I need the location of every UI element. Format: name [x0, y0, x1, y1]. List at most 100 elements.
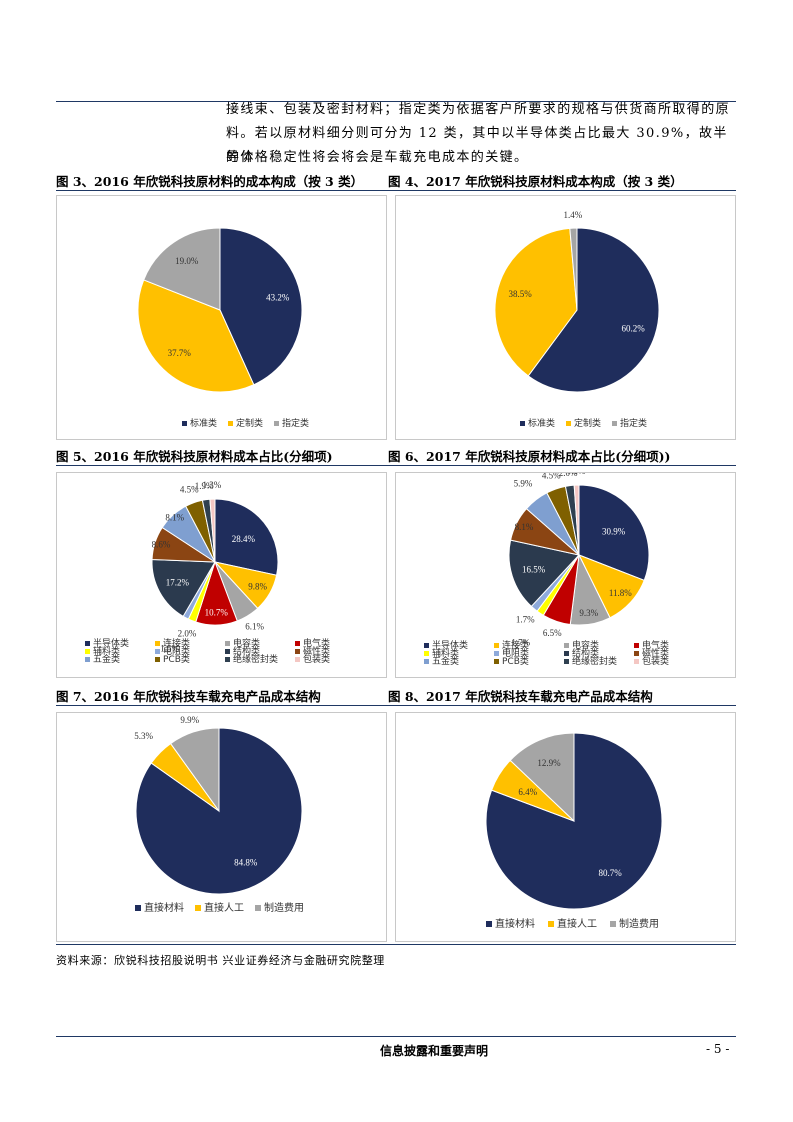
- fig3-legend-label-2: 指定类: [282, 417, 309, 429]
- fig6-legend-label-4: 辅料类: [432, 647, 459, 659]
- fig3-legend-label-0: 标准类: [190, 417, 217, 429]
- fig6-label-4: 1.7%: [511, 637, 530, 647]
- fig3-title: 图 3、2016 年欣锐科技原材料的成本构成（按 3 类）: [56, 174, 364, 189]
- fig7-panel: 84.8% 5.3% 9.9% 直接材料 直接人工 制造费用: [56, 712, 387, 942]
- fig5-label-1: 9.8%: [248, 581, 267, 591]
- fig8-legend-label-2: 制造费用: [619, 917, 659, 930]
- fig7-pie: [135, 727, 303, 895]
- fig6-legend-label-0: 半导体类: [432, 639, 468, 651]
- fig6-chart: 30.9% 11.8% 9.3% 6.5% 1.7% 1.7% 16.5% 8.1% 5.9% 4…: [424, 466, 669, 667]
- fig3-chart: 43.2% 37.7% 19.0% 标准类 定制类 指定类: [137, 227, 309, 429]
- header-rule: [56, 101, 736, 102]
- fig8-chart: 80.7% 6.4% 12.9% 直接材料 直接人工 制造费用: [485, 732, 663, 930]
- footer-title: 信息披露和重要声明: [380, 1044, 489, 1058]
- fig5-slice-6: [151, 559, 216, 618]
- fig3-pie: [137, 227, 303, 393]
- fig6-legend-swatch-4: [424, 651, 429, 656]
- fig4-legend-label-2: 指定类: [620, 417, 647, 429]
- fig6-legend-label-3: 电气类: [642, 639, 669, 651]
- fig4-label-2: 1.4%: [563, 210, 582, 220]
- fig8-legend-swatch-1: [548, 921, 554, 927]
- fig6-legend-label-1: 连接类: [502, 639, 529, 651]
- fig3-label-2: 19.0%: [175, 256, 199, 266]
- fig7-slice-2: [169, 727, 220, 813]
- fig6-label-8: 5.9%: [514, 478, 533, 488]
- fig8-panel: 80.7% 6.4% 12.9% 直接材料 直接人工 制造费用: [395, 712, 736, 942]
- fig6-legend-swatch-9: [494, 659, 499, 664]
- fig8-legend: 直接材料 直接人工 制造费用: [486, 917, 659, 930]
- fig4-label-0: 60.2%: [621, 323, 645, 333]
- fig3-legend-swatch-2: [274, 421, 279, 426]
- source-note: 资料来源：欣锐科技招股说明书 兴业证券经济与金融研究院整理: [56, 954, 385, 967]
- fig8-legend-label-0: 直接材料: [495, 917, 535, 930]
- fig3-slice-0: [219, 227, 303, 386]
- fig5-legend-swatch-2: [225, 641, 230, 646]
- intro-line-2: 料。若以原材料细分则可分为 12 类，其中以半导体类占比最大 30.9%，故半导…: [226, 126, 728, 165]
- fig3-slice-2: [143, 227, 221, 311]
- fig4-legend-label-1: 定制类: [574, 417, 601, 429]
- fig6-legend-label-9: PCB类: [502, 655, 529, 667]
- fig5-legend-swatch-11: [295, 657, 300, 662]
- fig4-legend-swatch-1: [566, 421, 571, 426]
- fig6-pie: [508, 484, 650, 626]
- fig3-legend-swatch-0: [182, 421, 187, 426]
- fig4-legend-label-0: 标准类: [528, 417, 555, 429]
- fig7-legend-label-2: 制造费用: [264, 901, 304, 914]
- row1-rule: [56, 190, 736, 191]
- fig5-legend-label-11: 包装类: [303, 653, 330, 665]
- fig8-legend-swatch-2: [610, 921, 616, 927]
- fig4-slice-1: [494, 227, 578, 377]
- fig6-legend-swatch-5: [494, 651, 499, 656]
- fig8-slice-2: [509, 732, 575, 823]
- fig4-title: 图 4、2017 年欣锐科技原材料成本构成（按 3 类）: [388, 174, 683, 189]
- fig6-legend-swatch-0: [424, 643, 429, 648]
- fig6-label-9: 4.5%: [542, 473, 561, 481]
- fig7-legend-swatch-0: [135, 905, 141, 911]
- fig5-label-0: 28.4%: [232, 534, 256, 544]
- fig5-label-10: 1.9%: [195, 481, 214, 491]
- fig8-pie: [485, 732, 663, 910]
- fig7-title: 图 7、2016 年欣锐科技车载充电产品成本结构: [56, 689, 321, 704]
- fig5-label-11: 1.3%: [202, 480, 221, 490]
- intro-line-1: 接线束、包装及密封材料；指定类为依据客户所要求的规格与供货商所取得的原: [226, 102, 731, 117]
- fig7-legend-label-0: 直接材料: [144, 901, 184, 914]
- fig5-legend-label-9: PCB类: [163, 653, 190, 665]
- fig6-label-7: 8.1%: [515, 522, 534, 532]
- fig4-legend-swatch-2: [612, 421, 617, 426]
- fig5-legend-swatch-3: [295, 641, 300, 646]
- fig6-legend-swatch-6: [564, 651, 569, 656]
- fig5-legend-swatch-7: [295, 649, 300, 654]
- fig5-legend-swatch-9: [155, 657, 160, 662]
- fig7-label-0: 84.8%: [234, 858, 258, 868]
- fig5-label-5: 1.5%: [160, 643, 179, 653]
- fig5-label-9: 4.5%: [180, 485, 199, 495]
- fig6-slice-11: [573, 484, 580, 556]
- fig6-legend-label-8: 五金类: [432, 655, 459, 667]
- fig4-pie: [494, 227, 660, 393]
- fig6-label-0: 30.9%: [602, 526, 626, 536]
- fig6-legend-label-2: 电容类: [572, 639, 599, 651]
- fig7-chart: 84.8% 5.3% 9.9% 直接材料 直接人工 制造费用: [134, 715, 304, 914]
- fig5-legend-swatch-0: [85, 641, 90, 646]
- fig6-legend-label-10: 绝缘密封类: [572, 655, 617, 667]
- fig6-slice-0: [578, 484, 650, 582]
- fig7-legend-swatch-1: [195, 905, 201, 911]
- fig5-legend-label-2: 电容类: [233, 637, 260, 649]
- fig5-pie: [151, 498, 279, 626]
- fig5-panel: 28.4% 9.8% 6.1% 10.7% 2.0% 1.5% 17.2% 8.6% 8.1% 4…: [56, 472, 387, 678]
- row3-rule: [56, 705, 736, 706]
- fig7-label-2: 9.9%: [180, 715, 199, 725]
- fig5-legend-label-10: 绝缘密封类: [233, 653, 278, 665]
- fig4-legend: 标准类 定制类 指定类: [520, 417, 647, 429]
- fig5-label-2: 6.1%: [245, 621, 264, 631]
- fig6-legend-label-7: 磁性类: [642, 647, 669, 659]
- fig5-label-8: 8.1%: [165, 513, 184, 523]
- fig6-legend-label-11: 包装类: [642, 655, 669, 667]
- fig6-label-3: 6.5%: [543, 628, 562, 638]
- fig3-label-1: 37.7%: [168, 348, 192, 358]
- fig6-label-11: 1.1%: [567, 473, 586, 476]
- fig6-legend-label-5: 电阻类: [502, 647, 529, 659]
- fig3-legend-swatch-1: [228, 421, 233, 426]
- fig6-label-10: 2.0%: [559, 473, 578, 478]
